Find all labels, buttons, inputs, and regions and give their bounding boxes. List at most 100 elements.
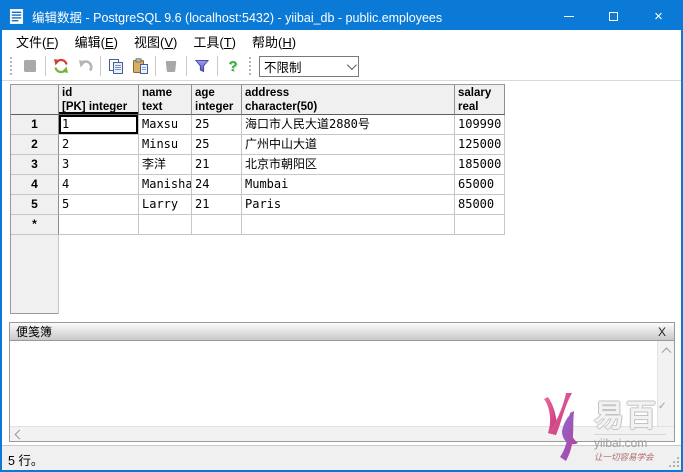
refresh-icon (54, 58, 68, 74)
menu-file[interactable]: 文件(F) (16, 34, 59, 50)
toolbar-separator (186, 56, 187, 76)
copy-button[interactable] (104, 55, 128, 78)
refresh-button[interactable] (49, 55, 73, 78)
maximize-icon (609, 11, 618, 21)
cell-address[interactable]: 海口市人民大道2880号 (242, 115, 455, 135)
cell-age[interactable]: 21 (192, 195, 242, 215)
cell-age[interactable]: 25 (192, 135, 242, 155)
help-icon: ? (228, 57, 238, 75)
cell-salary[interactable]: 109990 (455, 115, 505, 135)
row-count-status: 5 行。 (8, 454, 44, 468)
filter-icon (194, 60, 210, 73)
cell-address[interactable] (242, 215, 455, 235)
chevron-down-icon (346, 59, 357, 70)
row-header[interactable]: 4 (11, 175, 59, 195)
data-grid: id [PK] integer name text age integer addre… (10, 84, 505, 314)
scratchpad-title: 便笺簿 (16, 325, 53, 339)
grid-corner-cell[interactable] (11, 85, 59, 115)
cell-salary[interactable]: 125000 (455, 135, 505, 155)
cell-age[interactable]: 25 (192, 115, 242, 135)
row-header[interactable]: 1 (11, 115, 59, 135)
row-header-new[interactable]: * (11, 215, 59, 235)
filter-button[interactable] (190, 55, 214, 78)
column-header-address[interactable]: address character(50) (242, 85, 455, 115)
toolbar-grip[interactable] (10, 57, 14, 75)
toolbar-grip[interactable] (249, 57, 253, 75)
cell-name[interactable]: Manisha (139, 175, 192, 195)
column-header-name[interactable]: name text (139, 85, 192, 115)
window-title: 编辑数据 - PostgreSQL 9.6 (localhost:5432) -… (32, 10, 443, 25)
table-row: 2 2 Minsu 25 广州中山大道 125000 (11, 135, 505, 155)
toolbar-separator (100, 56, 101, 76)
scratchpad-panel: 便笺簿 X (9, 322, 675, 442)
cell-id[interactable] (59, 215, 139, 235)
toolbar-separator (217, 56, 218, 76)
resize-grip[interactable] (668, 456, 679, 467)
menu-help[interactable]: 帮助(H) (252, 34, 297, 50)
delete-button[interactable] (159, 55, 183, 78)
menu-tools[interactable]: 工具(T) (193, 34, 236, 50)
cell-id[interactable]: 1 (59, 115, 139, 135)
help-button[interactable]: ? (221, 55, 245, 78)
column-header-id[interactable]: id [PK] integer (59, 85, 139, 115)
row-limit-select[interactable]: 不限制 (259, 55, 359, 77)
menu-edit[interactable]: 编辑(E) (74, 34, 118, 50)
cell-name[interactable]: Maxsu (139, 115, 192, 135)
row-header[interactable]: 3 (11, 155, 59, 175)
cell-age[interactable] (192, 215, 242, 235)
table-row: 1 1 Maxsu 25 海口市人民大道2880号 109990 (11, 115, 505, 135)
table-row: 5 5 Larry 21 Paris 85000 (11, 195, 505, 215)
scratchpad-header: 便笺簿 X (10, 323, 674, 341)
scratchpad-close-icon[interactable]: X (657, 324, 666, 339)
close-button[interactable]: × (636, 2, 681, 30)
delete-icon (165, 61, 177, 72)
vertical-scrollbar[interactable] (657, 341, 674, 426)
cell-name[interactable] (139, 215, 192, 235)
cell-name[interactable]: Minsu (139, 135, 192, 155)
scratchpad-textarea[interactable] (10, 341, 674, 441)
horizontal-scrollbar[interactable] (10, 426, 674, 441)
cell-address[interactable]: 北京市朝阳区 (242, 155, 455, 175)
minimize-icon (563, 15, 574, 17)
close-icon: × (654, 7, 663, 25)
undo-icon (79, 60, 93, 72)
save-icon (24, 60, 36, 72)
cell-id[interactable]: 4 (59, 175, 139, 195)
undo-button[interactable] (73, 55, 97, 78)
save-button[interactable] (18, 55, 42, 78)
paste-button[interactable] (128, 55, 152, 78)
cell-address[interactable]: Paris (242, 195, 455, 215)
cell-salary[interactable]: 185000 (455, 155, 505, 175)
table-row: 4 4 Manisha 24 Mumbai 65000 (11, 175, 505, 195)
cell-salary[interactable] (455, 215, 505, 235)
cell-salary[interactable]: 85000 (455, 195, 505, 215)
table-row-new: * (11, 215, 505, 235)
row-header[interactable]: 2 (11, 135, 59, 155)
cell-address[interactable]: Mumbai (242, 175, 455, 195)
column-header-salary[interactable]: salary real (455, 85, 505, 115)
cell-name[interactable]: Larry (139, 195, 192, 215)
titlebar[interactable]: 编辑数据 - PostgreSQL 9.6 (localhost:5432) -… (2, 2, 681, 30)
scroll-up-icon (661, 347, 671, 358)
cell-age[interactable]: 24 (192, 175, 242, 195)
toolbar-separator (155, 56, 156, 76)
toolbar-separator (45, 56, 46, 76)
menu-view[interactable]: 视图(V) (134, 34, 178, 50)
cell-id[interactable]: 3 (59, 155, 139, 175)
column-header-age[interactable]: age integer (192, 85, 242, 115)
scroll-left-icon (14, 429, 25, 439)
cell-id[interactable]: 5 (59, 195, 139, 215)
cell-age[interactable]: 21 (192, 155, 242, 175)
row-limit-value: 不限制 (264, 60, 302, 75)
menubar: 文件(F) 编辑(E) 视图(V) 工具(T) 帮助(H) (2, 30, 681, 52)
minimize-button[interactable] (546, 2, 591, 30)
row-header[interactable]: 5 (11, 195, 59, 215)
cell-id[interactable]: 2 (59, 135, 139, 155)
status-bar: 5 行。 (2, 445, 681, 470)
cell-salary[interactable]: 65000 (455, 175, 505, 195)
row-header-gutter (11, 235, 59, 314)
cell-name[interactable]: 李洋 (139, 155, 192, 175)
maximize-button[interactable] (591, 2, 636, 30)
paste-icon (132, 58, 148, 74)
cell-address[interactable]: 广州中山大道 (242, 135, 455, 155)
